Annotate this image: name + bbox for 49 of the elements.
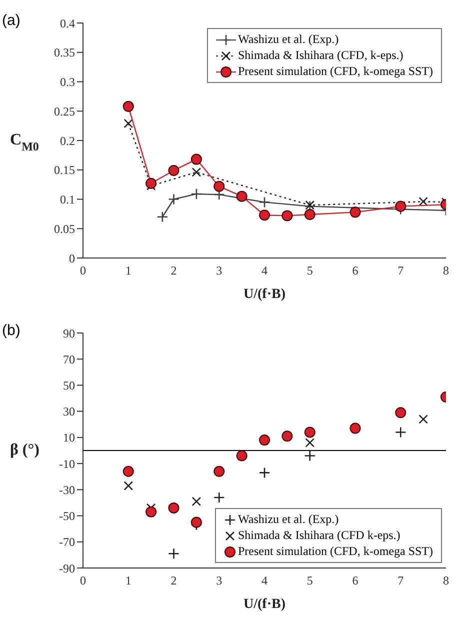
y-tick-label: 70 [63, 352, 75, 366]
x-tick-label: 4 [262, 264, 268, 278]
y-tick-label: 0.1 [60, 192, 75, 207]
x-tick-label: 8 [443, 574, 449, 588]
y-tick-label: -30 [59, 482, 75, 497]
x-tick-label: 8 [443, 264, 449, 278]
legend-label: Present simulation (CFD, k-omega SST) [238, 64, 433, 78]
x-tick-label: 3 [216, 264, 222, 278]
x-tick-label: 0 [80, 264, 86, 278]
legend-label: Present simulation (CFD, k-omega SST) [238, 544, 433, 558]
x-axis-title: U/(f·B) [244, 597, 286, 612]
y-axis-title: C$_{M0}$ [10, 131, 39, 154]
chart-title: (b) [2, 322, 20, 339]
y-tick-label: 0.3 [60, 75, 75, 90]
x-tick-label: 1 [125, 264, 132, 278]
y-axis-title: β (°) [10, 441, 40, 458]
x-tick-label: 6 [352, 574, 358, 588]
y-tick-label: -70 [59, 535, 75, 550]
legend-label: Shimada & Ishihara (CFD k-eps.) [238, 528, 400, 542]
y-tick-label: 10 [63, 430, 75, 445]
x-tick-label: 4 [262, 574, 268, 588]
y-tick-label: 0.2 [60, 134, 75, 148]
y-tick-label: 50 [63, 378, 75, 392]
y-tick-label: 0.4 [60, 16, 75, 30]
x-tick-label: 0 [80, 574, 86, 588]
y-tick-label: -10 [59, 456, 75, 471]
x-tick-label: 7 [398, 574, 404, 588]
y-tick-label: 90 [63, 326, 75, 340]
y-tick-label: 0.05 [54, 222, 75, 236]
legend-label: Washizu et al. (Exp.) [238, 512, 339, 526]
y-tick-label: 0 [69, 251, 75, 266]
y-tick-label: -50 [59, 509, 75, 524]
x-tick-label: 1 [125, 574, 132, 588]
chart-title: (a) [2, 12, 20, 29]
x-tick-label: 5 [306, 264, 313, 278]
x-tick-label: 2 [170, 574, 177, 588]
y-tick-label: 0.35 [54, 46, 75, 60]
y-tick-label: 0.25 [54, 104, 75, 118]
legend-label: Washizu et al. (Exp.) [238, 32, 339, 46]
y-tick-label: 30 [63, 404, 75, 419]
x-tick-label: 3 [216, 574, 222, 588]
y-tick-label: 0.15 [54, 163, 75, 178]
y-tick-label: -90 [59, 561, 75, 576]
x-tick-label: 5 [306, 574, 313, 588]
legend-label: Shimada & Ishihara (CFD, k-eps.) [238, 48, 404, 62]
x-tick-label: 6 [352, 264, 358, 278]
x-axis-title: U/(f·B) [244, 287, 286, 302]
x-tick-label: 2 [170, 264, 177, 278]
x-tick-label: 7 [398, 264, 404, 278]
